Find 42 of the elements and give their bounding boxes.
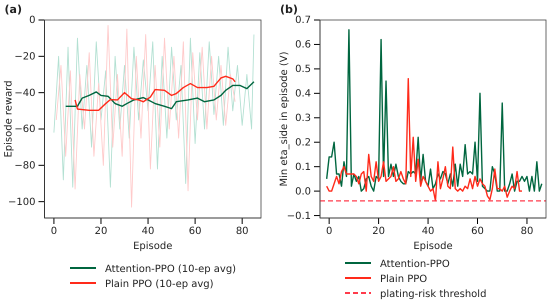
y-tick-label: −80 [14, 160, 36, 172]
line-series [53, 34, 254, 188]
x-tick-label: 80 [520, 226, 534, 238]
y-tick-label: 0.2 [295, 137, 311, 148]
legend-label: Plain PPO (10-ep avg) [105, 279, 214, 290]
x-tick-label: 40 [142, 226, 154, 238]
line-series [64, 81, 255, 110]
y-tick-label: −40 [14, 88, 36, 99]
legend-label: Attention-PPO [380, 259, 450, 270]
x-tick-label: 40 [422, 226, 434, 238]
y-tick-label: −100 [8, 196, 36, 208]
chart-title: (b) [280, 3, 298, 16]
y-axis-title: Min eta_side in episode (V) [279, 51, 290, 187]
x-tick-label: 60 [471, 226, 484, 238]
y-tick-label: 0.4 [295, 88, 311, 100]
legend-label: Attention-PPO (10-ep avg) [105, 264, 236, 275]
chart-title: (a) [4, 3, 22, 16]
x-tick-label: 20 [372, 226, 385, 238]
y-tick-label: 0.0 [295, 186, 311, 198]
y-tick-label: 0.1 [295, 162, 311, 173]
x-tick-label: 0 [326, 226, 332, 238]
line-series [326, 29, 542, 192]
y-tick-label: 0.5 [295, 64, 311, 76]
y-tick-label: 0.7 [295, 15, 311, 26]
x-tick-label: 60 [188, 226, 202, 238]
line-series [56, 25, 236, 208]
legend-label: plating-risk threshold [380, 289, 486, 300]
line-series [74, 76, 236, 111]
legend-label: Plain PPO [380, 274, 428, 285]
y-axis-title: Episode reward [4, 80, 14, 158]
y-tick-label: 0.3 [295, 112, 311, 124]
x-axis-title: Episode [413, 241, 453, 252]
y-tick-label: 0 [29, 15, 36, 26]
x-tick-label: 0 [50, 226, 58, 238]
x-tick-label: 20 [94, 226, 108, 238]
y-tick-label: −60 [14, 124, 36, 136]
y-tick-label: −20 [14, 52, 36, 63]
line-series [326, 78, 523, 202]
y-tick-label: 0.6 [295, 40, 311, 51]
x-axis-title: Episode [133, 241, 172, 252]
y-tick-label: −0.1 [286, 210, 311, 222]
x-tick-label: 80 [236, 226, 249, 238]
